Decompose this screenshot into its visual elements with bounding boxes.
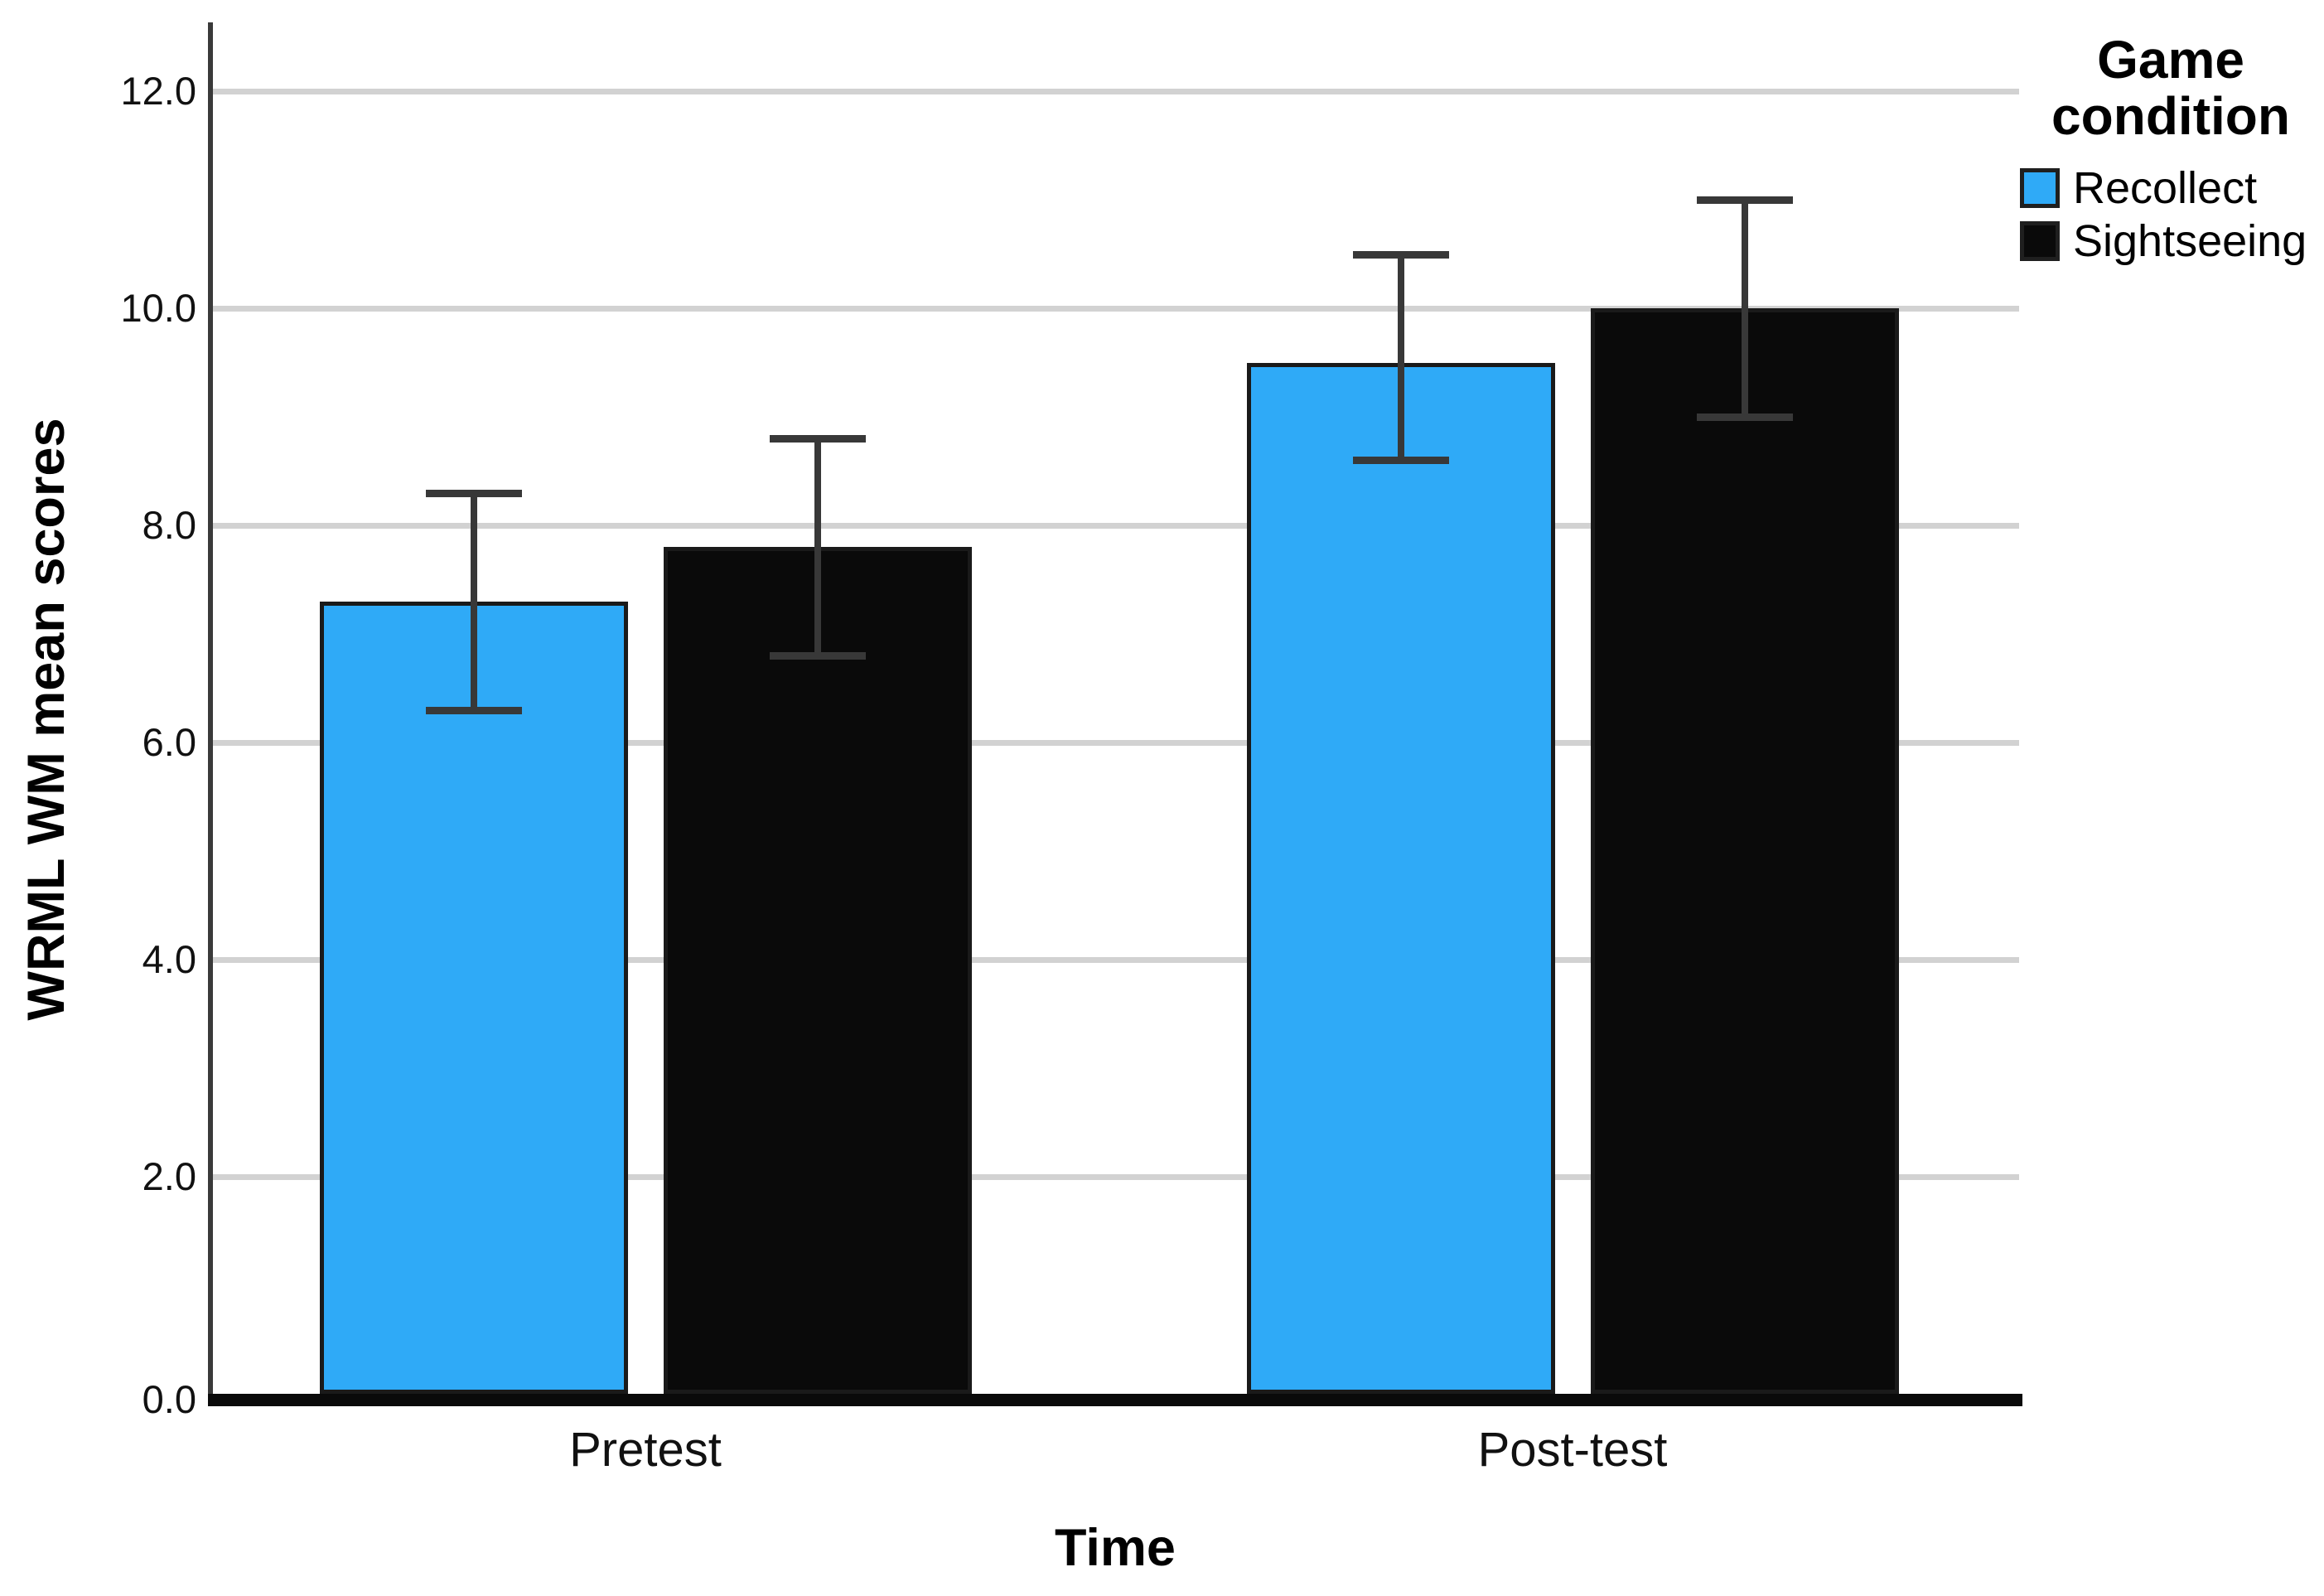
error-bar-cap-pretest-sightseeing xyxy=(769,652,866,660)
error-bar-post-test-sightseeing xyxy=(1741,200,1748,417)
y-tick-label: 6.0 xyxy=(142,720,196,764)
recollect-swatch-icon xyxy=(2020,168,2060,208)
legend-item-sightseeing: Sightseeing xyxy=(2020,219,2322,264)
error-bar-pretest-recollect xyxy=(470,492,477,710)
sightseeing-swatch-icon xyxy=(2020,221,2060,261)
bar-post-test-recollect xyxy=(1246,362,1555,1394)
x-axis-title: Time xyxy=(1055,1519,1176,1577)
y-tick-label: 0.0 xyxy=(142,1377,196,1421)
gridline-8.0 xyxy=(213,523,2019,529)
bar-pretest-sightseeing xyxy=(663,547,972,1394)
gridline-2.0 xyxy=(213,1174,2019,1180)
bar-pretest-recollect xyxy=(319,601,628,1394)
y-tick-label: 8.0 xyxy=(142,503,196,547)
gridline-4.0 xyxy=(213,957,2019,963)
legend-item-recollect: Recollect xyxy=(2020,166,2322,210)
gridline-10.0 xyxy=(213,306,2019,312)
error-bar-cap-pretest-sightseeing xyxy=(769,435,866,443)
error-bar-cap-post-test-sightseeing xyxy=(1696,196,1793,204)
y-tick-label: 10.0 xyxy=(120,286,196,330)
error-bar-cap-post-test-sightseeing xyxy=(1696,414,1793,421)
error-bar-cap-post-test-recollect xyxy=(1352,457,1449,465)
legend-title: Game condition xyxy=(2051,30,2290,146)
error-bar-pretest-sightseeing xyxy=(814,438,821,656)
legend-item-label: Recollect xyxy=(2073,163,2258,213)
y-tick-label: 4.0 xyxy=(142,937,196,981)
x-axis-baseline xyxy=(208,1394,2022,1406)
error-bar-cap-post-test-recollect xyxy=(1352,250,1449,259)
legend-items: Recollect Sightseeing xyxy=(2020,166,2322,264)
gridline-6.0 xyxy=(213,740,2019,746)
bar-post-test-sightseeing xyxy=(1590,308,1899,1394)
category-label-pretest: Pretest xyxy=(569,1423,722,1477)
error-bar-cap-pretest-recollect xyxy=(425,489,522,497)
legend-item-label: Sightseeing xyxy=(2073,216,2307,266)
y-axis-line xyxy=(208,22,213,1406)
y-tick-label: 2.0 xyxy=(142,1154,196,1198)
gridline-12.0 xyxy=(213,89,2019,94)
error-bar-post-test-recollect xyxy=(1397,254,1404,461)
category-label-post-test: Post-test xyxy=(1477,1423,1668,1477)
legend: Game condition Recollect Sightseeing xyxy=(2020,31,2322,272)
y-tick-label: 12.0 xyxy=(120,69,196,113)
error-bar-cap-pretest-recollect xyxy=(425,706,522,714)
